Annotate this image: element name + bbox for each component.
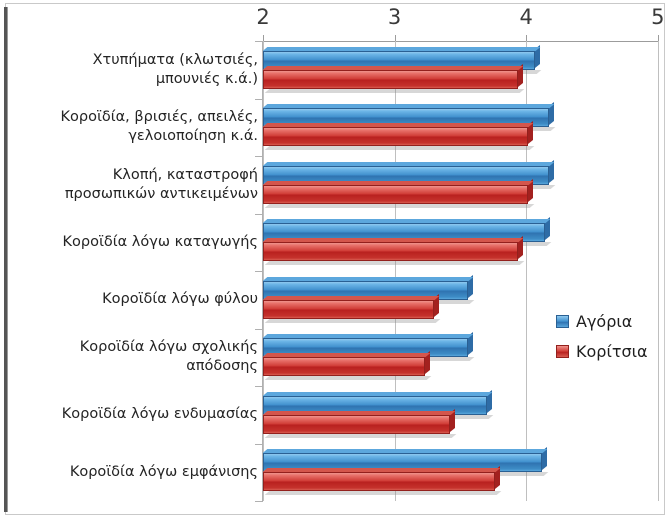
bar-face bbox=[263, 69, 519, 89]
bar-top-bevel bbox=[262, 468, 500, 473]
legend-label-boys: Αγόρια bbox=[576, 311, 633, 331]
x-tick-4 bbox=[526, 35, 528, 41]
bar-top-bevel bbox=[262, 238, 524, 243]
category-label: Κλοπή, καταστροφή προσωπικών αντικειμένω… bbox=[64, 166, 258, 202]
bar-face bbox=[263, 127, 528, 147]
plot-area bbox=[262, 41, 659, 501]
x-tick-label-3: 3 bbox=[387, 5, 402, 29]
gridline-3 bbox=[394, 41, 396, 501]
bar-top-bevel bbox=[262, 449, 548, 454]
bar-girls bbox=[262, 178, 534, 208]
category-tick bbox=[255, 41, 263, 42]
category-tick bbox=[255, 443, 263, 445]
bar-shadow bbox=[264, 261, 525, 266]
bar-shadow bbox=[264, 203, 534, 208]
bar-girls bbox=[262, 63, 525, 93]
x-axis-line bbox=[263, 41, 659, 42]
gridline-5 bbox=[657, 41, 659, 501]
legend-item-boys[interactable]: Αγόρια bbox=[556, 306, 648, 336]
bar-face bbox=[263, 357, 425, 377]
bar-top-bevel bbox=[262, 161, 554, 166]
category-tick bbox=[255, 386, 263, 387]
bar-girls bbox=[262, 236, 525, 266]
bar-top-bevel bbox=[262, 180, 533, 185]
bar-top-bevel bbox=[262, 334, 474, 339]
bar-top-bevel bbox=[262, 219, 550, 224]
bar-face bbox=[263, 242, 519, 262]
x-tick-label-5: 5 bbox=[651, 5, 665, 29]
bar-top-bevel bbox=[262, 65, 524, 70]
category-label: Κοροϊδία λόγω εμφάνισης bbox=[69, 463, 258, 480]
bar-top-bevel bbox=[262, 295, 440, 300]
bar-top-bevel bbox=[262, 46, 541, 51]
bar-top-bevel bbox=[262, 276, 474, 281]
bar-top-bevel bbox=[262, 353, 431, 358]
bar-girls bbox=[262, 351, 432, 381]
category-tick bbox=[255, 271, 263, 272]
bar-shadow bbox=[264, 491, 501, 496]
x-tick-label-2: 2 bbox=[256, 5, 270, 29]
bar-girls bbox=[262, 466, 501, 496]
category-tick bbox=[255, 501, 263, 502]
x-tick-3 bbox=[394, 35, 396, 41]
category-label: Χτυπήματα (κλωτσιές, μπουνιές κ.ά.) bbox=[92, 51, 258, 87]
legend-swatch-red-icon bbox=[556, 344, 569, 358]
bar-face bbox=[263, 472, 495, 492]
bar-top-bevel bbox=[262, 410, 456, 415]
gridline-4 bbox=[526, 41, 528, 501]
bar-face bbox=[263, 184, 528, 204]
gridline-2 bbox=[263, 41, 264, 501]
legend: Αγόρια Κορίτσια bbox=[556, 306, 648, 366]
bar-girls bbox=[262, 121, 534, 151]
category-label: Κοροϊδία λόγω καταγωγής bbox=[62, 233, 259, 250]
category-tick bbox=[255, 156, 263, 157]
category-label: Κοροϊδία λόγω φύλου bbox=[102, 291, 258, 308]
bar-top-bevel bbox=[262, 123, 533, 128]
bar-shadow bbox=[264, 433, 457, 438]
bar-top-bevel bbox=[262, 104, 554, 109]
legend-swatch-blue-icon bbox=[556, 314, 569, 328]
bar-shadow bbox=[264, 318, 441, 323]
bar-girls bbox=[262, 408, 457, 438]
bar-top-bevel bbox=[262, 391, 493, 396]
category-label: Κοροϊδία, βρισιές, απειλές, γελοιοποίηση… bbox=[60, 109, 258, 145]
bar-shadow bbox=[264, 88, 525, 93]
x-tick-2 bbox=[263, 35, 264, 41]
category-tick bbox=[255, 213, 263, 215]
bar-face bbox=[263, 414, 450, 434]
category-tick bbox=[255, 328, 263, 330]
bar-face bbox=[263, 299, 435, 319]
category-label: Κοροϊδία λόγω σχολικής απόδοσης bbox=[79, 339, 258, 375]
legend-item-girls[interactable]: Κορίτσια bbox=[556, 336, 648, 366]
bar-girls bbox=[262, 293, 441, 323]
x-tick-5 bbox=[657, 35, 659, 41]
category-label: Κοροϊδία λόγω ενδυμασίας bbox=[61, 406, 258, 423]
legend-label-girls: Κορίτσια bbox=[576, 341, 648, 361]
bar-shadow bbox=[264, 376, 432, 381]
left-border-inner bbox=[7, 7, 8, 512]
left-border-accent bbox=[4, 7, 7, 512]
category-tick bbox=[255, 98, 263, 100]
x-tick-label-4: 4 bbox=[519, 5, 533, 29]
bar-shadow bbox=[264, 146, 534, 151]
